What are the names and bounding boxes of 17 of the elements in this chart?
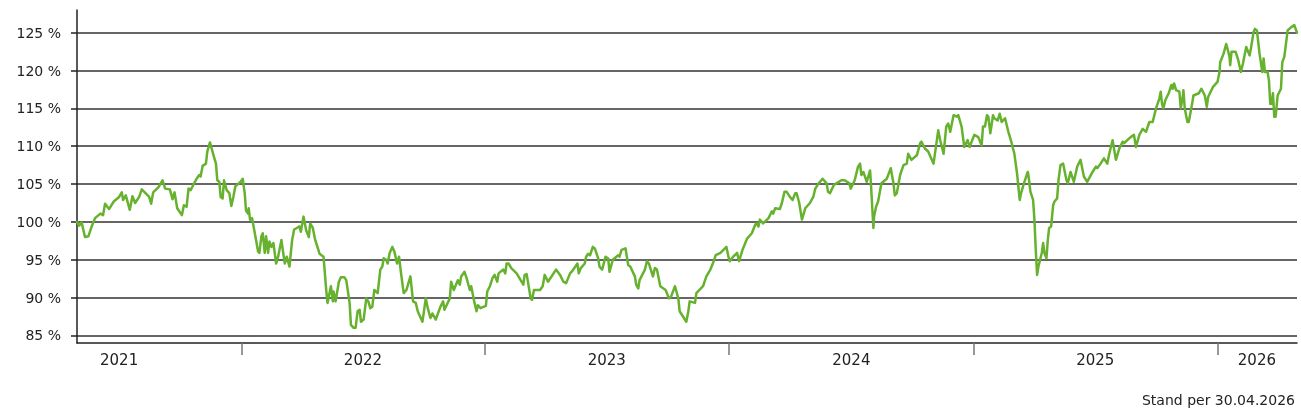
line-series <box>75 23 1299 330</box>
x-tick-label: 2024 <box>832 350 871 369</box>
x-tick-label: 2022 <box>343 350 383 369</box>
y-tick-label: 110 % <box>16 138 61 155</box>
text: Stand per 30.04.2026 <box>1141 392 1296 408</box>
x-tick-label: 2023 <box>587 350 626 369</box>
y-tick-label: 105 % <box>16 176 61 193</box>
y-tick-label: 95 % <box>25 251 61 268</box>
y-tick-label: 125 % <box>16 24 61 41</box>
y-tick-label: 120 % <box>16 62 61 79</box>
y-tick-label: 85 % <box>25 327 61 344</box>
x-tick-label: 2026 <box>1237 350 1277 369</box>
y-tick-label: 90 % <box>25 289 61 306</box>
y-tick-label: 115 % <box>16 100 61 117</box>
x-tick-label: 2021 <box>100 350 139 369</box>
y-tick-label: 100 % <box>16 213 61 230</box>
x-tick-label: 2025 <box>1076 350 1115 369</box>
